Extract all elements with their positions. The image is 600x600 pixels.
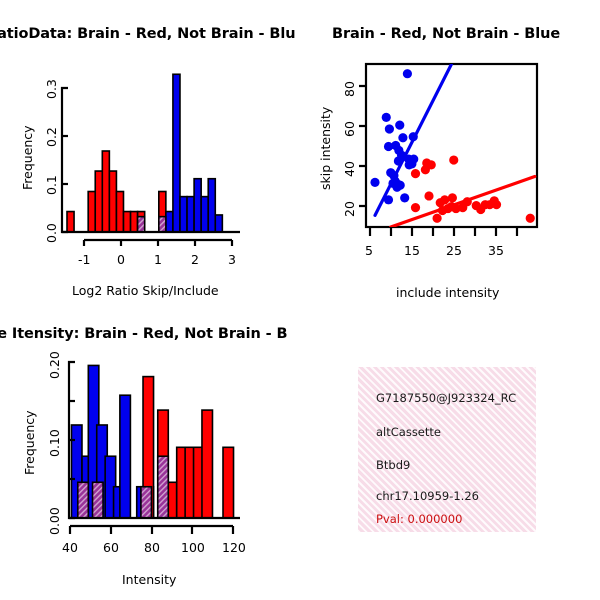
histogram-intensity-title: ne Itensity: Brain - Red, Not Brain - B [0,326,288,342]
hist-int-ytick-1: 0.10 [47,429,62,457]
scatter-plot [359,62,539,236]
hist-int-xtick-120: 120 [222,540,246,555]
scatter-xtick-5: 5 [365,243,373,258]
scatter-xtick-25: 25 [446,243,462,258]
histogram-ratio-title: RatioData: Brain - Red, Not Brain - Blu [0,26,296,42]
hist-int-xtick-60: 60 [103,540,119,555]
info-line-pval: Pval: 0.000000 [376,512,463,526]
hist-int-xtick-100: 100 [181,540,205,555]
hist-ratio-xtick-2: 1 [154,252,162,267]
hist-ratio-xtick-0: -1 [78,252,91,267]
hist-int-xtick-40: 40 [62,540,78,555]
scatter-ylabel: skip intensity [318,106,333,190]
panel-histogram-intensity: ne Itensity: Brain - Red, Not Brain - B … [0,300,300,600]
hist-int-ylabel: Frequency [22,410,37,475]
info-line-probe-id: G7187550@J923324_RC [376,391,517,405]
hist-ratio-xtick-3: 2 [191,252,199,267]
scatter-xtick-35: 35 [488,243,504,258]
hist-ratio-ytick-1: 0.1 [44,175,59,195]
scatter-ytick-20: 20 [342,201,357,217]
scatter-xtick-15: 15 [404,243,420,258]
panel-histogram-ratio: RatioData: Brain - Red, Not Brain - Blu … [0,0,300,300]
hist-ratio-ytick-2: 0.2 [44,127,59,147]
scatter-ytick-60: 60 [342,121,357,137]
scatter-ytick-80: 80 [342,81,357,97]
hist-int-xtick-80: 80 [144,540,160,555]
scatter-ytick-40: 40 [342,161,357,177]
hist-int-ytick-2: 0.20 [47,351,62,379]
hist-ratio-ylabel: Frequency [20,125,35,190]
hist-int-ytick-0: 0.00 [47,507,62,535]
panel-scatter: Brain - Red, Not Brain - Blue 20 40 60 8… [300,0,600,300]
histogram-intensity-plot [67,360,240,534]
info-line-locus: chr17.10959-1.26 [376,489,479,503]
scatter-xlabel: include intensity [396,285,500,300]
hist-ratio-xtick-1: 0 [117,252,125,267]
hist-ratio-ytick-0: 0.0 [44,223,59,243]
panel-info: G7187550@J923324_RC altCassette Btbd9 ch… [300,300,600,600]
hist-ratio-xtick-4: 3 [228,252,236,267]
hist-ratio-xlabel: Log2 Ratio Skip/Include [72,283,219,298]
histogram-ratio-plot [60,73,240,246]
hist-ratio-ytick-3: 0.3 [44,79,59,99]
info-line-gene: Btbd9 [376,458,411,472]
scatter-title: Brain - Red, Not Brain - Blue [332,26,561,42]
annotation-box: G7187550@J923324_RC altCassette Btbd9 ch… [358,367,536,532]
hist-int-xlabel: Intensity [122,572,177,587]
info-line-event-type: altCassette [376,425,441,439]
